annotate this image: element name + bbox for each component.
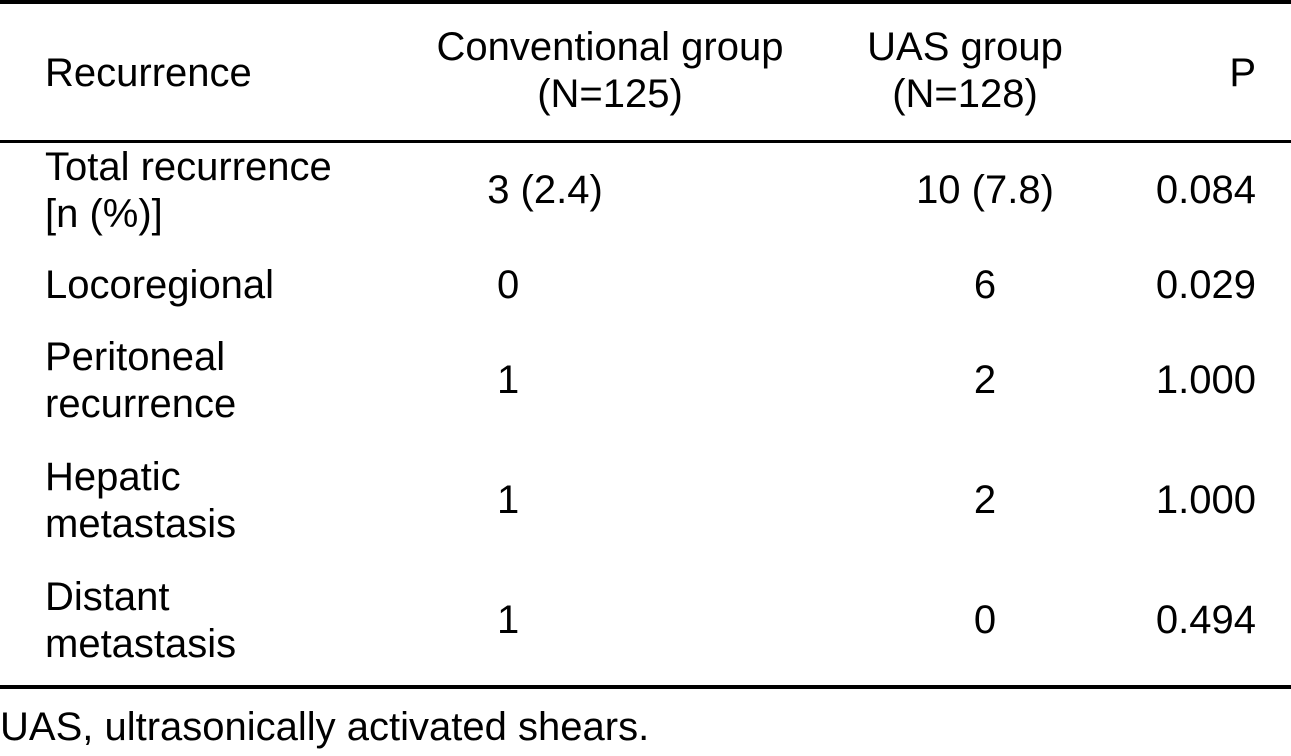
- cell-conventional-locoregional: 0: [497, 263, 520, 307]
- row-label-line2: recurrence: [45, 382, 237, 426]
- cell-uas-distant: 0: [973, 598, 997, 642]
- header-uas-group: UAS group (N=128): [860, 24, 1070, 118]
- cell-conventional-hepatic: 1: [497, 478, 520, 522]
- row-label-line2: metastasis: [45, 622, 237, 666]
- table-header-rule: [0, 140, 1291, 143]
- header-conventional-group: Conventional group (N=125): [400, 24, 820, 118]
- header-recurrence: Recurrence: [45, 51, 252, 95]
- cell-p-distant: 0.494: [1155, 598, 1256, 642]
- header-uas-line1: UAS group: [867, 25, 1063, 69]
- cell-uas-hepatic: 2: [973, 478, 997, 522]
- row-label-locoregional: Locoregional: [45, 263, 275, 307]
- row-label-line2: metastasis: [45, 502, 237, 546]
- cell-p-locoregional: 0.029: [1155, 263, 1256, 307]
- row-label-line1: Total recurrence: [45, 145, 332, 189]
- row-label-distant-metastasis: Distant metastasis: [45, 574, 236, 668]
- row-label-line1: Peritoneal: [45, 335, 226, 379]
- row-label-hepatic-metastasis: Hepatic metastasis: [45, 454, 236, 548]
- row-label-total-recurrence: Total recurrence [n (%)]: [45, 144, 332, 238]
- row-label-peritoneal-recurrence: Peritoneal recurrence: [45, 334, 236, 428]
- header-conventional-line1: Conventional group: [436, 25, 784, 69]
- header-conventional-line2: (N=125): [537, 72, 683, 116]
- table-top-rule: [0, 0, 1291, 4]
- cell-p-peritoneal: 1.000: [1155, 358, 1256, 402]
- cell-conventional-total: 3 (2.4): [487, 168, 603, 212]
- cell-conventional-peritoneal: 1: [497, 358, 520, 402]
- row-label-line2: [n (%)]: [45, 192, 163, 236]
- header-p: P: [1229, 51, 1256, 95]
- row-label-line1: Hepatic: [45, 455, 181, 499]
- cell-p-hepatic: 1.000: [1155, 478, 1256, 522]
- cell-uas-total: 10 (7.8): [916, 168, 1054, 212]
- cell-p-total: 0.084: [1155, 168, 1256, 212]
- cell-uas-peritoneal: 2: [973, 358, 997, 402]
- table-bottom-rule: [0, 685, 1291, 689]
- row-label-line1: Distant: [45, 575, 170, 619]
- cell-conventional-distant: 1: [497, 598, 520, 642]
- cell-uas-locoregional: 6: [973, 263, 997, 307]
- table-footnote: UAS, ultrasonically activated shears.: [0, 705, 650, 749]
- header-uas-line2: (N=128): [892, 72, 1038, 116]
